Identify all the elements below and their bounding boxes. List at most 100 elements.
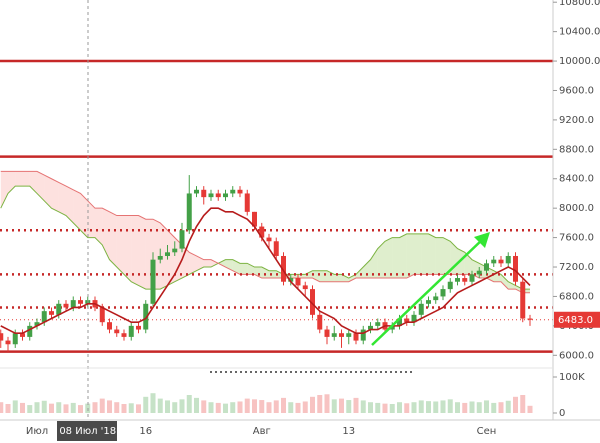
cloud-fill — [501, 274, 509, 290]
cloud-fill — [443, 237, 451, 275]
candle-body — [520, 281, 526, 319]
candle-body — [27, 325, 33, 337]
candle-body — [397, 318, 402, 326]
candle-body — [107, 322, 112, 330]
candle-body — [136, 325, 141, 330]
y-tick-label: 10400.0 — [559, 27, 600, 38]
candle-body — [259, 226, 265, 238]
cloud-fill — [8, 171, 16, 194]
cloud-fill — [0, 171, 8, 209]
cloud-fill — [58, 182, 66, 216]
volume-tick-label: 0 — [559, 408, 565, 419]
candle-body — [404, 318, 410, 323]
volume-bar — [63, 404, 69, 413]
candle-body — [324, 329, 330, 337]
volume-bar — [223, 403, 228, 413]
candle-body — [295, 278, 301, 286]
volume-bar — [179, 399, 185, 413]
cloud-span-a — [0, 185, 530, 290]
candle-body — [527, 318, 533, 320]
cloud-fill — [319, 270, 327, 282]
candle-body — [49, 311, 54, 315]
cloud-fill — [160, 222, 168, 290]
volume-bar — [295, 402, 301, 413]
candle-body — [455, 278, 460, 282]
candle-body — [194, 189, 199, 194]
candle-body — [462, 278, 468, 282]
volume-bar — [368, 402, 373, 413]
cloud-fill — [261, 267, 269, 279]
volume-bar — [498, 402, 504, 413]
volume-bar — [121, 404, 127, 413]
candle-body — [215, 193, 221, 198]
volume-bar — [418, 400, 424, 413]
volume-bar — [230, 402, 236, 413]
moving-average — [0, 207, 531, 335]
cloud-fill — [377, 241, 385, 279]
candle-body — [447, 281, 453, 290]
cloud-fill — [240, 263, 248, 275]
candle-body — [114, 329, 120, 334]
candle-body — [237, 189, 243, 194]
volume-bar — [281, 397, 286, 413]
candle-body — [99, 307, 105, 323]
x-tick-label: Авг — [253, 426, 271, 437]
volume-bar — [27, 405, 33, 413]
volume-bar — [201, 400, 207, 413]
candle-body — [223, 193, 228, 198]
candle-body — [375, 322, 381, 326]
candle-body — [273, 241, 279, 256]
volume-bar — [324, 394, 330, 413]
y-tick-label: 8000.0 — [559, 203, 594, 214]
cloud-fill — [95, 208, 103, 245]
volume-bar — [411, 402, 417, 413]
candle-body — [433, 296, 439, 301]
volume-bar — [462, 402, 468, 413]
volume-bar — [302, 401, 308, 413]
volume-bar — [208, 402, 214, 413]
y-tick-label: 9200.0 — [559, 115, 594, 126]
candle-body — [346, 333, 352, 337]
cloud-fill — [203, 259, 211, 268]
candle-body — [41, 311, 47, 323]
cloud-fill — [399, 233, 407, 279]
candle-body — [5, 340, 11, 345]
volume-bar — [244, 398, 250, 413]
candle-body — [12, 333, 18, 345]
candle-body — [244, 193, 250, 212]
volume-bar — [186, 395, 192, 413]
volume-bar — [505, 400, 511, 413]
cloud-fill — [167, 230, 175, 286]
candle-body — [70, 300, 76, 308]
volume-bar — [34, 402, 40, 413]
cloud-fill — [348, 274, 356, 282]
candle-body — [0, 333, 4, 341]
x-tick-label: Июл — [26, 426, 48, 437]
volume-tick-label: 100K — [559, 372, 585, 383]
candle-body — [353, 333, 359, 341]
cloud-fill — [80, 193, 88, 238]
candle-body — [418, 303, 424, 315]
x-tick-label: Сен — [477, 426, 497, 437]
volume-bar — [78, 405, 83, 413]
volume-bar — [440, 400, 446, 413]
volume-bar — [353, 397, 359, 413]
volume-bar — [136, 404, 141, 413]
volume-bar — [143, 396, 149, 413]
candle-body — [201, 189, 207, 198]
volume-bar — [12, 400, 18, 413]
candle-body — [440, 289, 446, 297]
volume-bar — [273, 400, 279, 413]
volume-bar — [513, 396, 518, 413]
candle-body — [302, 285, 308, 290]
volume-bar — [339, 398, 344, 413]
cloud-fill — [414, 233, 422, 275]
volume-bar — [49, 403, 54, 413]
cloud-fill — [435, 237, 443, 275]
volume-bar — [288, 402, 294, 413]
cloud-fill — [421, 233, 429, 275]
cloud-fill — [131, 215, 139, 286]
cloud-fill — [385, 237, 393, 279]
volume-bar — [382, 403, 388, 413]
cloud-fill — [508, 281, 516, 290]
